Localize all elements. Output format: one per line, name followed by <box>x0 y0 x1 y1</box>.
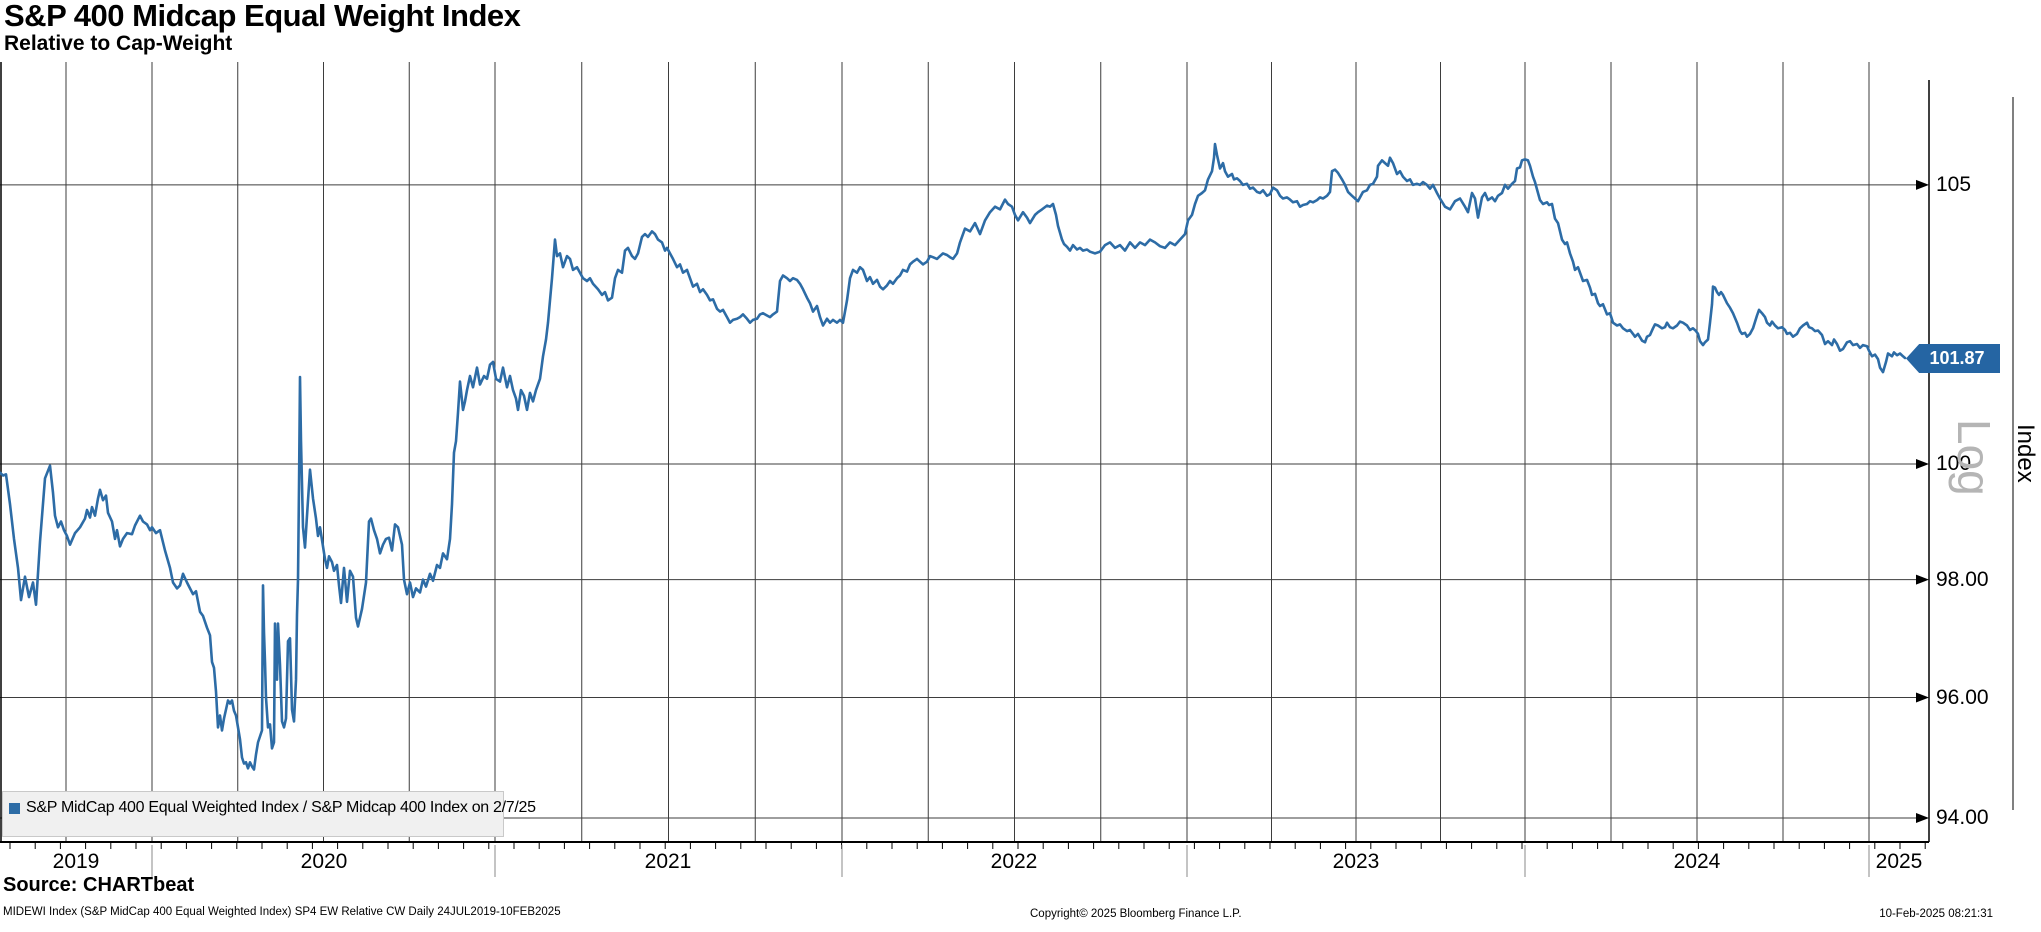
footer-copyright: Copyright© 2025 Bloomberg Finance L.P. <box>1030 908 1242 920</box>
series-marker-icon <box>9 802 20 814</box>
footer-description: MIDEWI Index (S&P MidCap 400 Equal Weigh… <box>3 906 561 918</box>
horizontal-gridlines <box>0 184 1917 819</box>
chart-title: S&P 400 Midcap Equal Weight Index <box>4 0 521 33</box>
chart-subtitle: Relative to Cap-Weight <box>4 32 233 55</box>
axis-borders <box>0 62 2014 843</box>
last-price-value: 101.87 <box>1929 348 1985 368</box>
x-axis-minor-ticks <box>9 843 1926 849</box>
legend-item[interactable]: S&P MidCap 400 Equal Weighted Index / S&… <box>9 799 536 817</box>
legend: S&P MidCap 400 Equal Weighted Index / S&… <box>2 791 536 837</box>
y-axis-title: Index <box>2012 424 2039 483</box>
log-scale-label: Log <box>1948 419 2000 496</box>
price-line <box>0 142 1907 771</box>
year-separators <box>151 845 1870 877</box>
last-price-badge: 101.87 <box>1906 344 2000 373</box>
legend-label: S&P MidCap 400 Equal Weighted Index / S&… <box>26 799 536 816</box>
source-label: Source: CHARTbeat <box>3 874 195 896</box>
vertical-gridlines <box>65 62 1870 842</box>
y-tick-arrow-icons <box>1916 179 1929 824</box>
footer-timestamp: 10-Feb-2025 08:21:31 <box>1879 908 1993 920</box>
